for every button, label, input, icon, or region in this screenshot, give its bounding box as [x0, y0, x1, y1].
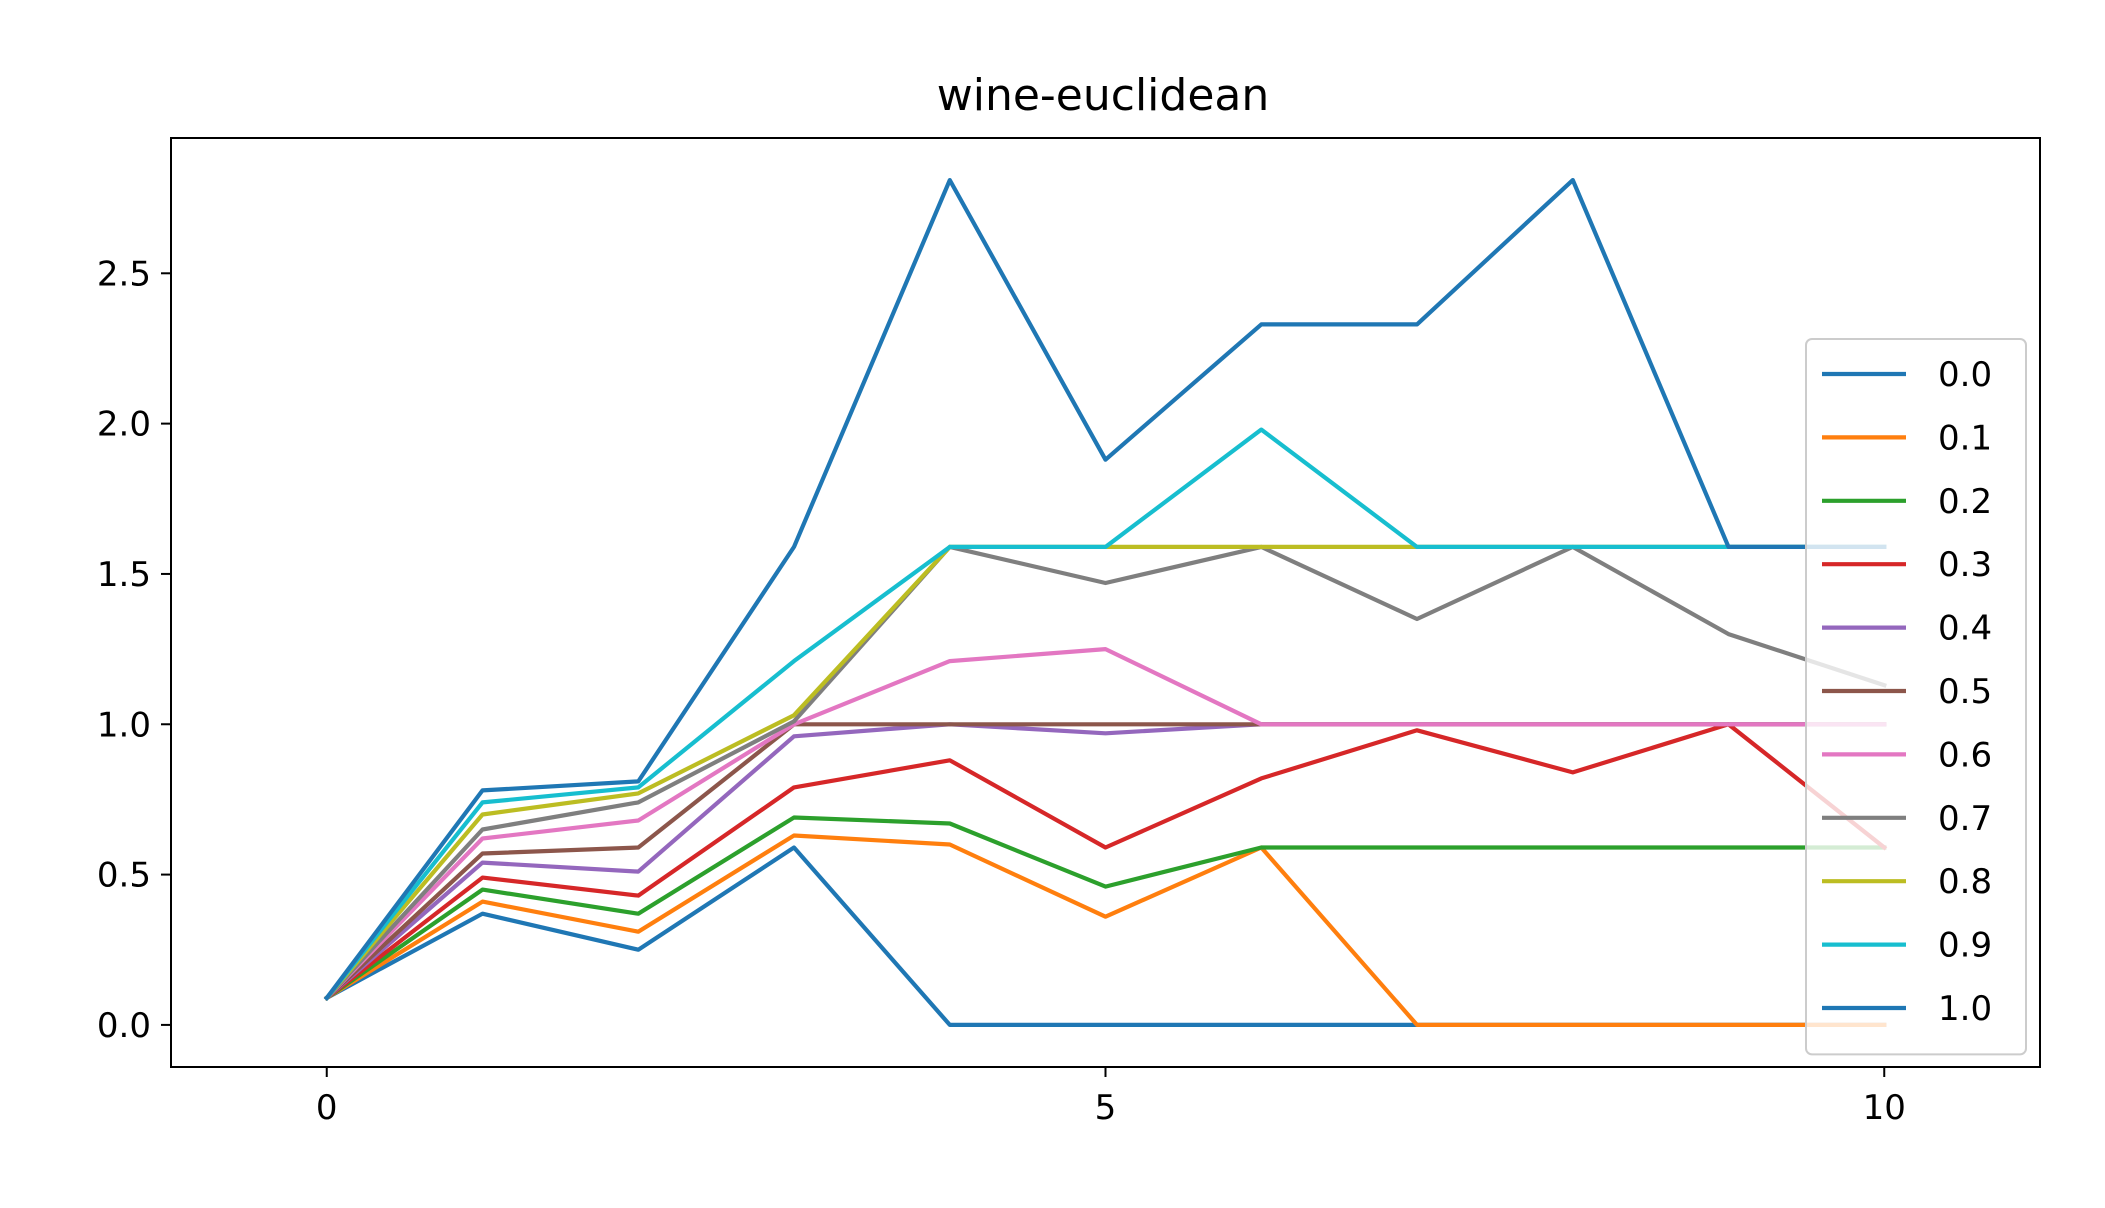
y-tick-label: 2.0 — [97, 405, 151, 445]
y-tick-label: 2.5 — [97, 254, 151, 294]
x-tick-label: 10 — [1863, 1088, 1906, 1128]
legend-label: 0.0 — [1938, 355, 1992, 395]
legend-label: 0.5 — [1938, 672, 1992, 712]
series-line-0-1 — [323, 833, 1887, 1028]
series-line-0-3 — [323, 722, 1888, 1001]
y-tick-label: 0.0 — [97, 1006, 151, 1046]
series-line-0-9 — [323, 427, 1887, 1001]
legend-box — [1805, 338, 2027, 1056]
legend-label: 0.7 — [1938, 799, 1992, 839]
legend-label: 0.2 — [1938, 482, 1992, 522]
y-tick-label: 1.5 — [97, 555, 151, 595]
plot-area — [170, 137, 2041, 1068]
series-line-1-0 — [323, 178, 1887, 1001]
x-tick-label: 0 — [316, 1088, 338, 1128]
legend-label: 0.8 — [1938, 862, 1992, 902]
x-tick-label: 5 — [1095, 1088, 1117, 1128]
legend-label: 0.3 — [1938, 545, 1992, 585]
chart-title: wine-euclidean — [937, 70, 1270, 121]
legend-label: 0.4 — [1938, 609, 1992, 649]
x-axis: 0 5 10 — [316, 1067, 1906, 1128]
legend-label: 1.0 — [1938, 989, 1992, 1029]
legend-label: 0.1 — [1938, 418, 1992, 458]
y-tick-label: 1.0 — [97, 705, 151, 745]
y-axis: 0.0 0.5 1.0 1.5 2.0 2.5 — [97, 254, 171, 1046]
legend-label: 0.6 — [1938, 735, 1992, 775]
series-line-0-2 — [323, 815, 1887, 1001]
legend: 0.0 0.1 0.2 0.3 0.4 0.5 0.6 0.7 0.8 0.9 1.0 — [1805, 338, 2027, 1056]
series-line-0-6 — [323, 646, 1887, 1001]
legend-label: 0.9 — [1938, 926, 1992, 966]
y-tick-label: 0.5 — [97, 856, 151, 896]
series-line-0-7 — [323, 544, 1887, 1001]
